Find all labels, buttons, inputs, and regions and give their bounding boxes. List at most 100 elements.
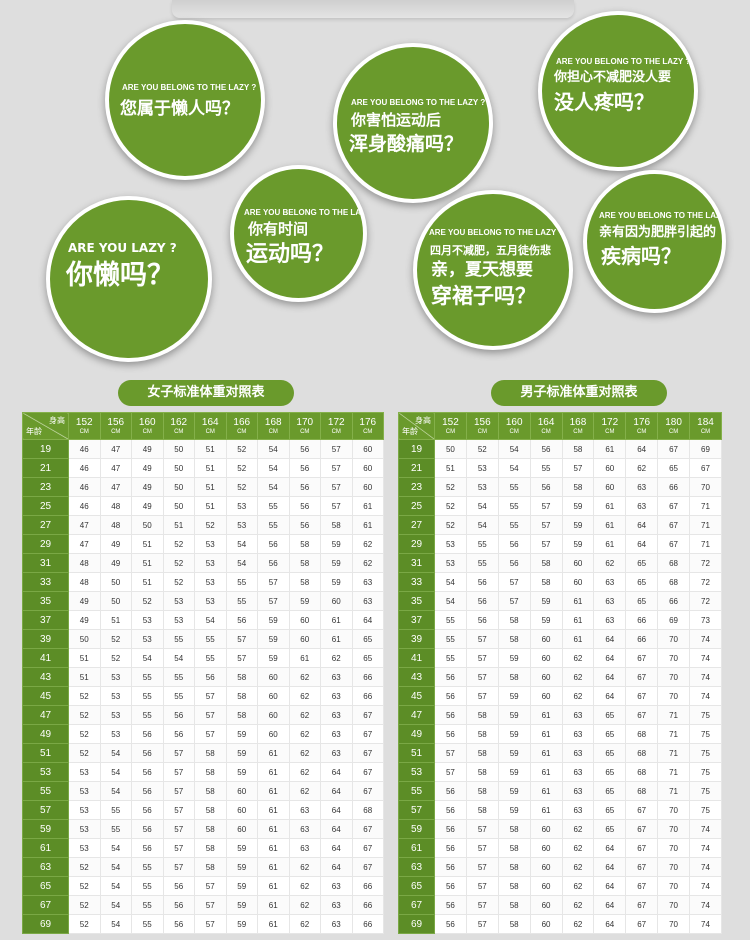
female-weight-table: 身高 年龄 152 CM 156 CM 160 CM 162 CM 164 CM 166 CM 168 C… (22, 412, 384, 934)
weight-cell: 65 (593, 819, 627, 839)
weight-cell: 49 (131, 458, 164, 478)
height-value: 172 (601, 416, 619, 428)
table-row: 21 46 47 49 50 51 52 54 56 57 60 (22, 458, 384, 478)
table-row: 25 52 54 55 57 59 61 63 67 71 (398, 496, 722, 516)
weight-cell: 62 (561, 648, 595, 668)
weight-cell: 64 (320, 781, 353, 801)
table-row: 39 55 57 58 60 61 64 66 70 74 (398, 629, 722, 649)
weight-cell: 71 (657, 705, 690, 725)
weight-cell: 59 (497, 648, 531, 668)
weight-cell: 62 (288, 743, 321, 763)
weight-cell: 58 (194, 800, 227, 820)
weight-cell: 57 (194, 686, 227, 706)
weight-cell: 63 (561, 705, 595, 725)
height-header-cell: 168 CM (257, 412, 290, 440)
age-cell: 53 (22, 762, 69, 782)
weight-cell: 47 (68, 534, 101, 554)
weight-cell: 64 (593, 648, 627, 668)
weight-cell: 55 (194, 648, 227, 668)
weight-cell: 57 (320, 439, 353, 459)
weight-cell: 63 (320, 705, 353, 725)
weight-cell: 60 (561, 572, 595, 592)
weight-cell: 54 (194, 610, 227, 630)
weight-cell: 56 (434, 800, 467, 820)
weight-cell: 55 (497, 515, 531, 535)
height-value: 172 (327, 416, 345, 428)
weight-cell: 52 (131, 591, 164, 611)
height-header-cell: 152 CM (434, 412, 467, 440)
weight-cell: 58 (497, 838, 531, 858)
weight-cell: 50 (162, 496, 195, 516)
weight-cell: 47 (68, 515, 101, 535)
table-row: 37 55 56 58 59 61 63 66 69 73 (398, 610, 722, 630)
table-row: 67 52 54 55 56 57 59 61 62 63 66 (22, 895, 384, 915)
weight-cell: 62 (288, 724, 321, 744)
weight-cell: 58 (225, 705, 258, 725)
weight-cell: 52 (68, 724, 101, 744)
weight-cell: 67 (625, 838, 659, 858)
table-row: 59 56 57 58 60 62 65 67 70 74 (398, 819, 722, 839)
weight-cell: 50 (162, 458, 195, 478)
age-cell: 47 (22, 705, 69, 725)
weight-cell: 55 (529, 458, 563, 478)
weight-cell: 63 (625, 496, 659, 516)
weight-cell: 61 (257, 876, 290, 896)
weight-cell: 60 (529, 914, 563, 934)
weight-cell: 58 (194, 857, 227, 877)
height-header-cell: 164 CM (529, 412, 563, 440)
weight-cell: 62 (625, 458, 659, 478)
weight-cell: 58 (288, 534, 321, 554)
weight-cell: 56 (131, 819, 164, 839)
age-cell: 45 (22, 686, 69, 706)
weight-cell: 62 (320, 648, 353, 668)
weight-cell: 55 (497, 477, 531, 497)
weight-cell: 54 (257, 458, 290, 478)
weight-cell: 60 (593, 458, 627, 478)
weight-cell: 60 (257, 724, 290, 744)
height-value: 180 (665, 416, 682, 428)
weight-cell: 56 (131, 724, 164, 744)
weight-cell: 56 (288, 458, 321, 478)
age-cell: 69 (22, 914, 69, 934)
weight-cell: 56 (529, 477, 563, 497)
weight-cell: 61 (257, 743, 290, 763)
weight-cell: 56 (162, 724, 195, 744)
weight-cell: 52 (162, 572, 195, 592)
weight-cell: 61 (561, 610, 595, 630)
weight-cell: 60 (529, 648, 563, 668)
weight-cell: 52 (225, 439, 258, 459)
bubble-no-one-cares: ARE YOU BELONG TO THE LAZY ? 你担心不减肥没人要 没… (538, 11, 698, 171)
weight-cell: 53 (465, 477, 499, 497)
weight-cell: 69 (689, 439, 722, 459)
weight-cell: 56 (288, 439, 321, 459)
weight-cell: 56 (529, 439, 563, 459)
height-header-cell: 160 CM (497, 412, 531, 440)
weight-cell: 56 (434, 914, 467, 934)
weight-cell: 57 (465, 857, 499, 877)
weight-cell: 72 (689, 572, 722, 592)
weight-cell: 56 (434, 857, 467, 877)
age-label: 年龄 (402, 427, 418, 436)
weight-cell: 63 (320, 876, 353, 896)
weight-cell: 63 (561, 800, 595, 820)
height-unit: CM (268, 428, 278, 435)
age-cell: 39 (398, 629, 435, 649)
table-row: 47 52 53 55 56 57 58 60 62 63 67 (22, 705, 384, 725)
weight-cell: 66 (657, 591, 690, 611)
weight-cell: 56 (434, 705, 467, 725)
weight-cell: 65 (351, 648, 384, 668)
weight-cell: 70 (657, 857, 690, 877)
weight-cell: 55 (131, 876, 164, 896)
weight-cell: 52 (68, 914, 101, 934)
weight-cell: 50 (131, 515, 164, 535)
weight-cell: 52 (99, 648, 132, 668)
weight-cell: 54 (225, 534, 258, 554)
bubble-are-you-lazy: ARE YOU LAZY ? 你懒吗？ (46, 196, 212, 362)
table-row: 19 46 47 49 50 51 52 54 56 57 60 (22, 439, 384, 459)
weight-cell: 66 (657, 477, 690, 497)
age-cell: 49 (22, 724, 69, 744)
weight-cell: 54 (99, 762, 132, 782)
weight-cell: 59 (497, 743, 531, 763)
bubble-question-line: 没人疼吗？ (554, 90, 654, 114)
weight-cell: 56 (497, 534, 531, 554)
